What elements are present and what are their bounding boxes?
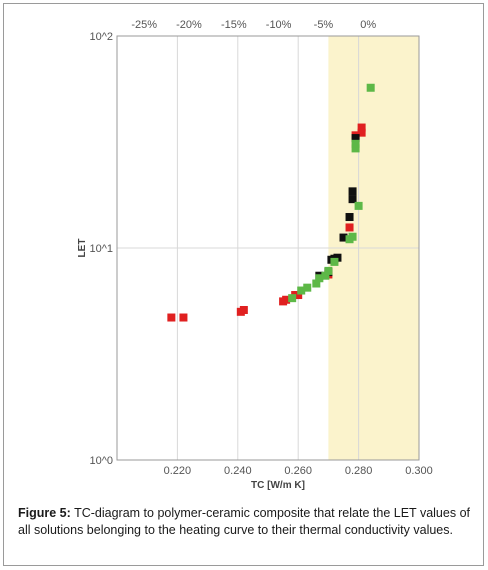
green-data-point [288, 294, 297, 303]
y-tick-label: 10^0 [89, 455, 113, 467]
red-data-point [239, 305, 248, 314]
top-tick-label: -25% [131, 19, 157, 31]
y-tick-labels: 10^0 10^1 10^2 [89, 31, 113, 467]
green-data-point [348, 232, 357, 241]
green-data-point [354, 201, 363, 210]
black-data-point [345, 213, 354, 222]
figure-caption: Figure 5: TC-diagram to polymer-ceramic … [18, 505, 470, 539]
x-tick-label: 0.300 [405, 465, 433, 477]
green-data-point [315, 274, 324, 283]
black-data-point [333, 253, 342, 262]
plot-area-border [116, 35, 420, 461]
black-data-point [339, 233, 348, 242]
green-data-point [312, 279, 321, 288]
green-data-point [366, 83, 375, 92]
green-data-point [324, 266, 333, 275]
top-tick-label: 0% [360, 19, 376, 31]
top-tick-label: -10% [266, 19, 292, 31]
black-data-point [348, 195, 357, 204]
red-data-point [282, 295, 291, 304]
top-tick-label: -5% [314, 19, 334, 31]
scatter-chart: 0.220 0.240 0.260 0.280 0.300 -25% -20% -15% -1… [77, 19, 433, 491]
green-data-point [297, 286, 306, 295]
caption-label: Figure 5: [18, 506, 71, 520]
red-data-point [357, 123, 366, 132]
data-points [167, 83, 375, 322]
top-tick-label: -20% [176, 19, 202, 31]
y-axis-label: LET [77, 239, 88, 258]
green-data-point [351, 144, 360, 153]
red-data-point [179, 313, 188, 322]
red-data-point [294, 291, 303, 300]
y-tick-label: 10^1 [89, 243, 113, 255]
x-axis-label: TC [W/m K] [251, 480, 305, 491]
black-data-point [351, 134, 360, 143]
green-data-point [303, 283, 312, 292]
caption-text: TC-diagram to polymer-ceramic composite … [18, 506, 470, 537]
red-data-point [167, 313, 176, 322]
x-tick-label: 0.240 [224, 465, 252, 477]
x-tick-labels: 0.220 0.240 0.260 0.280 0.300 [164, 465, 433, 477]
x-tick-label: 0.260 [284, 465, 312, 477]
x-tick-label: 0.220 [164, 465, 192, 477]
green-data-point [351, 139, 360, 148]
red-data-point [357, 128, 366, 137]
y-tick-label: 10^2 [89, 31, 113, 43]
top-tick-label: -15% [221, 19, 247, 31]
black-data-point [348, 187, 357, 196]
green-data-point [321, 271, 330, 280]
x-tick-label: 0.280 [345, 465, 373, 477]
green-data-point [330, 257, 339, 266]
top-tick-labels: -25% -20% -15% -10% -5% 0% [131, 19, 376, 31]
red-data-point [345, 223, 354, 232]
